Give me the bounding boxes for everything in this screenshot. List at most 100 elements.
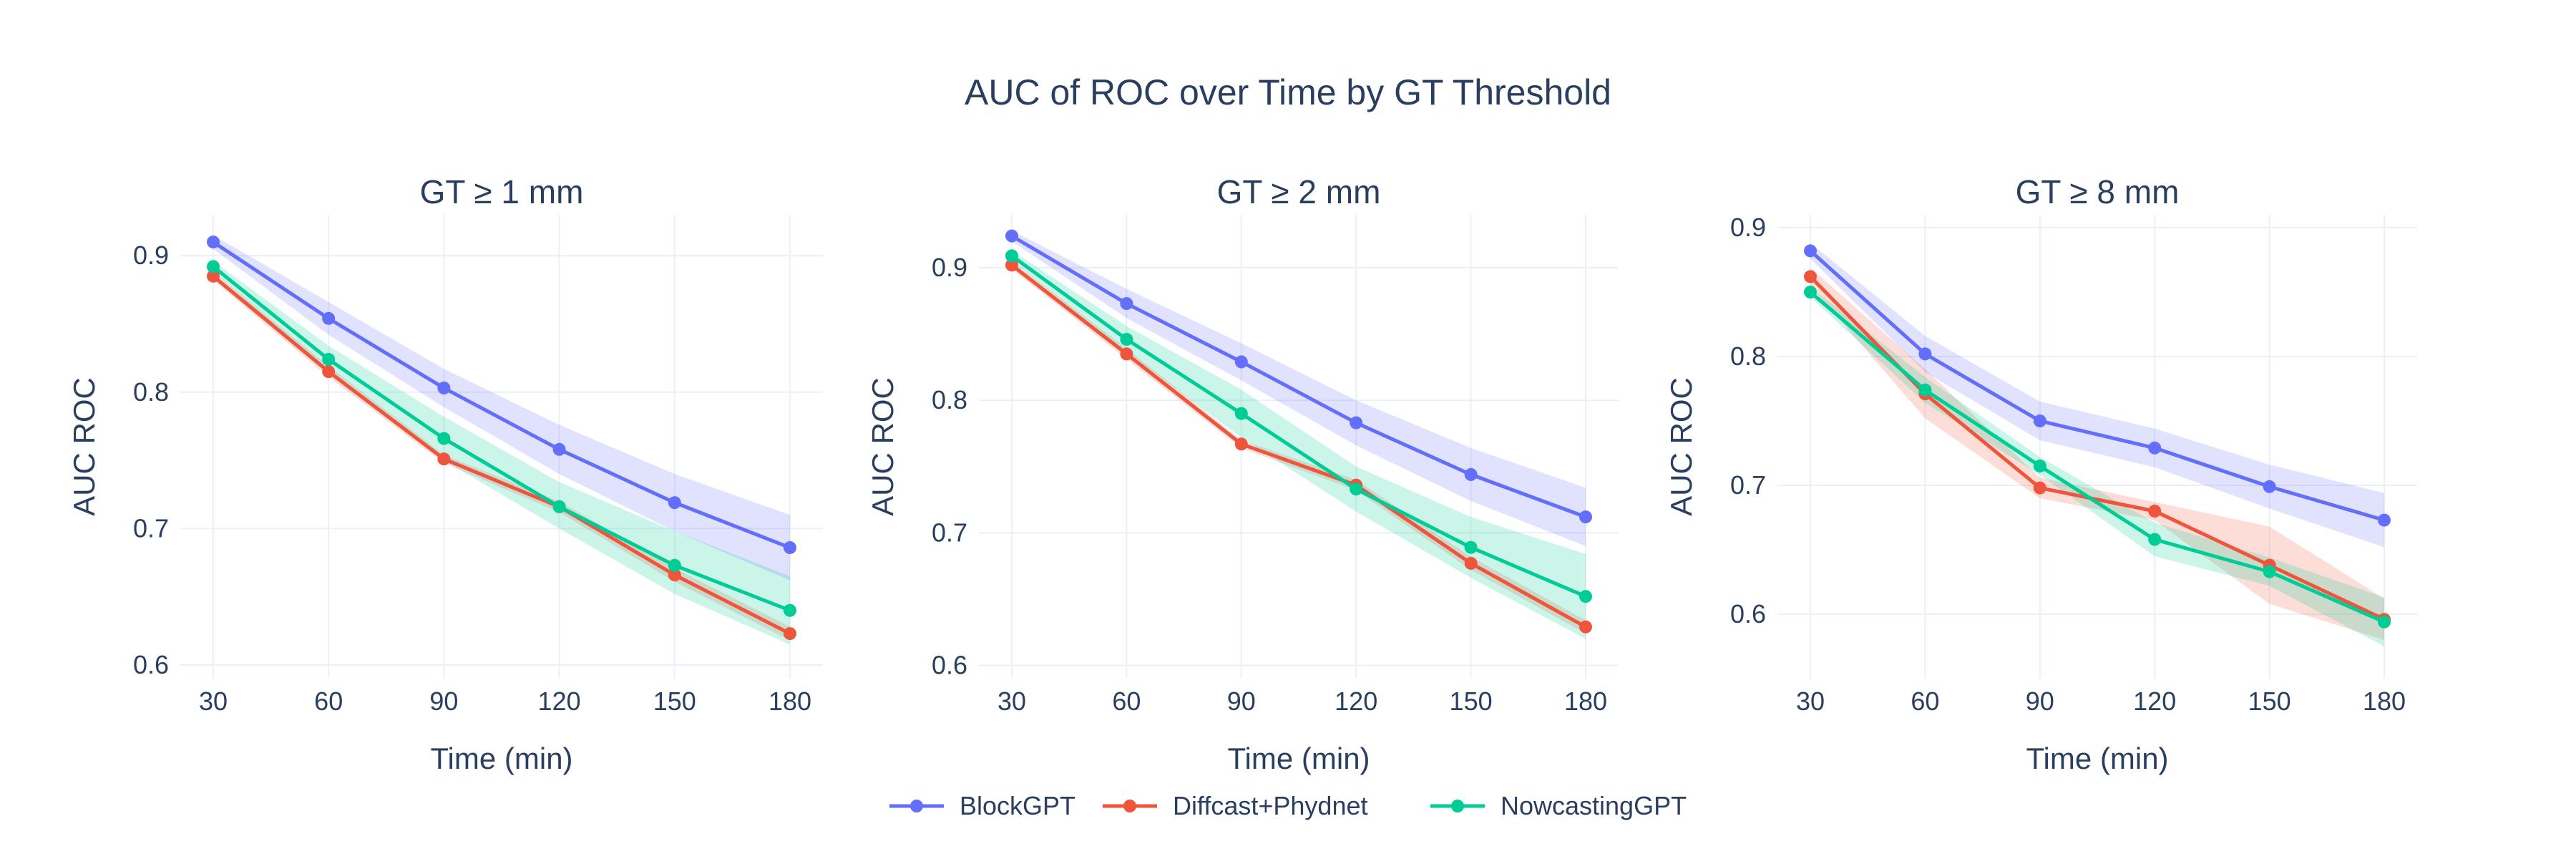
x-tick-label: 180 [769, 686, 811, 716]
line-nowcastinggpt [212, 265, 791, 613]
y-axis-title: AUC ROC [67, 377, 101, 516]
point-blockgpt [322, 311, 336, 325]
line-nowcastinggpt [1010, 254, 1586, 598]
legend-item-blockgpt: BlockGPT [889, 791, 1075, 820]
line-nowcastinggpt [1809, 291, 2386, 624]
point-nowcastinggpt [1350, 482, 1363, 496]
legend-item-nowcastinggpt: NowcastingGPT [1430, 791, 1687, 820]
legend-marker [1451, 800, 1464, 812]
point-blockgpt [1350, 416, 1363, 430]
band-blockgpt [213, 235, 790, 581]
point-nowcastinggpt [322, 353, 336, 367]
point-nowcastinggpt [784, 603, 796, 617]
y-tick-label: 0.9 [932, 253, 967, 282]
point-nowcastinggpt [207, 260, 220, 273]
point-blockgpt [2263, 480, 2276, 493]
x-tick-label: 150 [2248, 686, 2291, 716]
y-tick-label: 0.9 [133, 241, 169, 270]
point-nowcastinggpt [668, 558, 681, 572]
y-tick-label: 0.8 [133, 377, 169, 407]
point-diffcast-phydnet [1234, 437, 1248, 451]
y-tick-label: 0.7 [133, 513, 169, 543]
legend: BlockGPT Diffcast+Phydnet NowcastingGPT [889, 791, 1687, 820]
line-blockgpt [1010, 234, 1586, 519]
point-blockgpt [784, 541, 796, 555]
point-nowcastinggpt [1579, 590, 1592, 603]
band-nowcastinggpt [1810, 286, 2384, 646]
x-tick-label: 180 [1564, 686, 1607, 716]
point-nowcastinggpt [1234, 407, 1248, 420]
point-diffcast-phydnet [1464, 556, 1478, 570]
x-tick-label: 150 [653, 686, 696, 716]
line-blockgpt [1809, 249, 2385, 522]
point-nowcastinggpt [437, 432, 451, 445]
point-nowcastinggpt [2378, 615, 2391, 629]
subplot-panels: GT ≥ 1 mm 30 60 90 120 150 180 0.6 0.7 0.8 0.9 Time… [67, 173, 2417, 775]
point-nowcastinggpt [1804, 286, 1817, 299]
point-diffcast-phydnet [1005, 258, 1018, 272]
subplot-title: GT ≥ 1 mm [420, 173, 584, 210]
x-axis-title: Time (min) [430, 742, 572, 775]
x-tick-label: 30 [199, 686, 228, 716]
band-diffcast-phydnet [1810, 267, 2384, 640]
y-tick-label: 0.6 [133, 650, 169, 679]
point-nowcastinggpt [552, 500, 566, 513]
x-tick-label: 90 [2026, 686, 2054, 716]
point-blockgpt [437, 382, 451, 395]
subplot-title: GT ≥ 8 mm [2016, 173, 2180, 210]
point-blockgpt [1804, 244, 1817, 258]
subplot-1: GT ≥ 1 mm 30 60 90 120 150 180 0.6 0.7 0.8 0.9 Time… [67, 173, 823, 775]
legend-label: NowcastingGPT [1501, 791, 1687, 820]
x-tick-label: 60 [314, 686, 343, 716]
y-tick-label: 0.6 [1730, 599, 1766, 629]
point-diffcast-phydnet [207, 269, 220, 283]
point-nowcastinggpt [1918, 383, 1932, 397]
legend-label: BlockGPT [960, 791, 1075, 820]
x-tick-label: 180 [2363, 686, 2406, 716]
point-diffcast-phydnet [784, 627, 796, 641]
subplot-2: GT ≥ 2 mm 30 60 90 120 150 180 0.6 0.7 0.8 0.9 Time… [866, 173, 1619, 775]
point-blockgpt [2033, 414, 2046, 427]
x-tick-label: 120 [1335, 686, 1377, 716]
point-diffcast-phydnet [668, 568, 681, 582]
band-blockgpt [1012, 230, 1586, 546]
y-tick-label: 0.7 [932, 518, 967, 547]
line-diffcast-phydnet [212, 274, 791, 636]
x-tick-label: 30 [997, 686, 1026, 716]
y-tick-label: 0.6 [932, 650, 967, 679]
line-diffcast-phydnet [1010, 263, 1587, 629]
legend-marker [1123, 800, 1136, 812]
legend-label: Diffcast+Phydnet [1173, 791, 1368, 820]
point-blockgpt [1464, 467, 1478, 481]
point-nowcastinggpt [2033, 460, 2046, 472]
point-nowcastinggpt [1464, 540, 1478, 554]
y-tick-label: 0.8 [932, 385, 967, 414]
point-nowcastinggpt [1005, 249, 1018, 263]
subplot-3: GT ≥ 8 mm 30 60 90 120 150 180 0.6 0.7 0.8 0.9 Time… [1664, 173, 2417, 775]
legend-item-diffcast-phydnet: Diffcast+Phydnet [1103, 791, 1368, 820]
point-diffcast-phydnet [437, 452, 451, 466]
point-blockgpt [552, 442, 566, 456]
x-axis-title: Time (min) [1227, 742, 1370, 775]
y-axis-title: AUC ROC [866, 377, 899, 516]
x-tick-label: 120 [538, 686, 581, 716]
figure-title: AUC of ROC over Time by GT Threshold [965, 72, 1611, 112]
band-nowcastinggpt [213, 261, 790, 645]
point-blockgpt [1120, 297, 1133, 311]
point-blockgpt [207, 236, 220, 249]
band-blockgpt [1810, 243, 2384, 548]
x-tick-label: 60 [1112, 686, 1141, 716]
point-blockgpt [1579, 510, 1592, 524]
x-tick-label: 120 [2133, 686, 2176, 716]
point-nowcastinggpt [2148, 533, 2162, 546]
x-tick-label: 60 [1911, 686, 1939, 716]
x-axis-title: Time (min) [2026, 742, 2168, 775]
point-blockgpt [668, 496, 681, 510]
point-diffcast-phydnet [2148, 505, 2162, 518]
x-tick-label: 150 [1450, 686, 1493, 716]
y-tick-label: 0.7 [1730, 470, 1766, 500]
point-nowcastinggpt [1120, 333, 1133, 346]
point-blockgpt [2378, 513, 2391, 527]
point-diffcast-phydnet [1804, 270, 1817, 283]
